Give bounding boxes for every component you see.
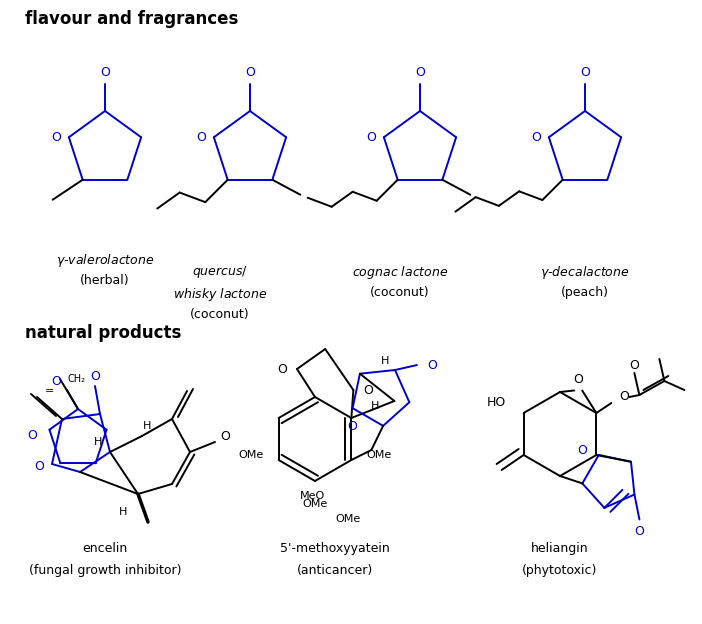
Text: H: H xyxy=(143,421,151,431)
Text: O: O xyxy=(364,384,373,396)
Text: H: H xyxy=(94,437,102,447)
Text: 5'-methoxyyatein: 5'-methoxyyatein xyxy=(280,542,390,555)
Text: O: O xyxy=(34,459,44,472)
Text: (coconut): (coconut) xyxy=(190,308,250,321)
Text: CH₂: CH₂ xyxy=(68,374,86,384)
Text: O: O xyxy=(577,444,587,457)
Text: H: H xyxy=(371,401,379,411)
Text: O: O xyxy=(580,66,590,79)
Text: O: O xyxy=(347,420,357,433)
Text: encelin: encelin xyxy=(82,542,128,555)
Text: O: O xyxy=(245,66,255,79)
Text: O: O xyxy=(574,373,583,386)
Text: natural products: natural products xyxy=(25,324,181,342)
Text: O: O xyxy=(90,369,100,383)
Text: (anticancer): (anticancer) xyxy=(297,564,373,577)
Text: =: = xyxy=(46,386,55,396)
Text: $\it{whisky\ lactone}$: $\it{whisky\ lactone}$ xyxy=(173,286,267,303)
Text: (coconut): (coconut) xyxy=(370,286,430,299)
Text: O: O xyxy=(366,131,376,144)
Text: $\it{\gamma}$-decalactone: $\it{\gamma}$-decalactone xyxy=(540,264,630,281)
Text: O: O xyxy=(630,359,640,371)
Text: O: O xyxy=(51,376,61,389)
Text: O: O xyxy=(427,359,437,371)
Text: (peach): (peach) xyxy=(561,286,609,299)
Text: $\it{cognac\ lactone}$: $\it{cognac\ lactone}$ xyxy=(352,264,449,281)
Text: MeO: MeO xyxy=(300,491,325,501)
Text: (herbal): (herbal) xyxy=(80,274,130,287)
Text: heliangin: heliangin xyxy=(531,542,589,555)
Text: O: O xyxy=(635,525,644,538)
Text: (phytotoxic): (phytotoxic) xyxy=(522,564,597,577)
Text: O: O xyxy=(415,66,425,79)
Text: HO: HO xyxy=(486,396,505,409)
Text: $\it{quercus/}$: $\it{quercus/}$ xyxy=(192,264,248,280)
Text: O: O xyxy=(27,429,37,442)
Text: flavour and fragrances: flavour and fragrances xyxy=(25,10,239,28)
Text: OMe: OMe xyxy=(303,499,328,509)
Text: H: H xyxy=(380,356,389,366)
Text: (fungal growth inhibitor): (fungal growth inhibitor) xyxy=(29,564,181,577)
Text: O: O xyxy=(277,363,287,376)
Text: H: H xyxy=(119,507,127,517)
Text: OMe: OMe xyxy=(366,450,392,460)
Text: O: O xyxy=(619,391,629,404)
Text: O: O xyxy=(196,131,206,144)
Text: O: O xyxy=(100,66,110,79)
Text: O: O xyxy=(51,131,61,144)
Text: OMe: OMe xyxy=(239,450,264,460)
Text: OMe: OMe xyxy=(336,514,361,524)
Text: $\it{\gamma}$-valerolactone: $\it{\gamma}$-valerolactone xyxy=(55,252,154,269)
Text: O: O xyxy=(220,431,230,444)
Text: O: O xyxy=(531,131,541,144)
